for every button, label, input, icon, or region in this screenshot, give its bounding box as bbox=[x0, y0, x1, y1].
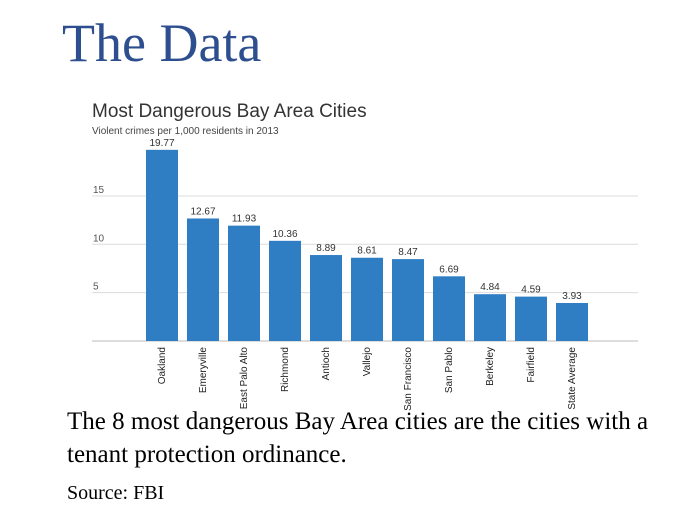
bar-berkeley bbox=[474, 294, 506, 341]
y-tick-label: 5 bbox=[93, 282, 99, 293]
bar-oakland bbox=[146, 149, 178, 341]
category-label: Antioch bbox=[321, 347, 332, 380]
chart-title: Most Dangerous Bay Area Cities bbox=[92, 101, 367, 122]
source-note: Source: FBI bbox=[67, 482, 165, 504]
value-label: 11.93 bbox=[232, 214, 257, 225]
value-label: 10.36 bbox=[272, 229, 297, 240]
category-label: Berkeley bbox=[485, 347, 496, 386]
y-tick-label: 15 bbox=[93, 185, 105, 196]
bar-richmond bbox=[269, 240, 301, 341]
y-tick-label: 10 bbox=[93, 233, 105, 244]
bar-fairfield bbox=[515, 296, 547, 341]
value-labels: 19.77 12.67 11.93 10.36 8.89 8.61 8.47 6.69 4.84… bbox=[149, 138, 582, 302]
category-label: San Francisco bbox=[403, 347, 414, 411]
category-labels: Oakland Emeryville East Palo Alto Richmond A… bbox=[157, 347, 578, 411]
bar-san-pablo bbox=[433, 276, 465, 341]
bar-state-average bbox=[556, 302, 588, 341]
bar-vallejo bbox=[351, 257, 383, 341]
value-label: 3.93 bbox=[562, 291, 582, 302]
value-label: 8.47 bbox=[398, 247, 418, 258]
value-label: 4.84 bbox=[480, 282, 500, 293]
value-label: 4.59 bbox=[521, 285, 541, 296]
category-label: State Average bbox=[567, 347, 578, 410]
category-label: San Pablo bbox=[444, 347, 455, 394]
category-label: Richmond bbox=[280, 347, 291, 392]
category-label: Emeryville bbox=[198, 347, 209, 394]
value-label: 19.77 bbox=[149, 138, 174, 149]
category-label: Fairfield bbox=[526, 347, 537, 383]
slide-caption: The 8 most dangerous Bay Area cities are… bbox=[67, 408, 649, 468]
category-label: East Palo Alto bbox=[239, 347, 250, 410]
bar-antioch bbox=[310, 255, 342, 341]
category-label: Oakland bbox=[157, 347, 168, 384]
value-label: 6.69 bbox=[439, 264, 459, 275]
value-label: 12.67 bbox=[190, 206, 215, 217]
category-label: Vallejo bbox=[362, 347, 373, 377]
bar-east-palo-alto bbox=[228, 225, 260, 341]
bar-san-francisco bbox=[392, 259, 424, 341]
bars bbox=[146, 149, 588, 341]
slide-title: The Data bbox=[62, 13, 262, 73]
bar-emeryville bbox=[187, 218, 219, 341]
chart-subtitle: Violent crimes per 1,000 residents in 20… bbox=[92, 126, 279, 137]
value-label: 8.61 bbox=[357, 246, 377, 257]
value-label: 8.89 bbox=[316, 243, 336, 254]
